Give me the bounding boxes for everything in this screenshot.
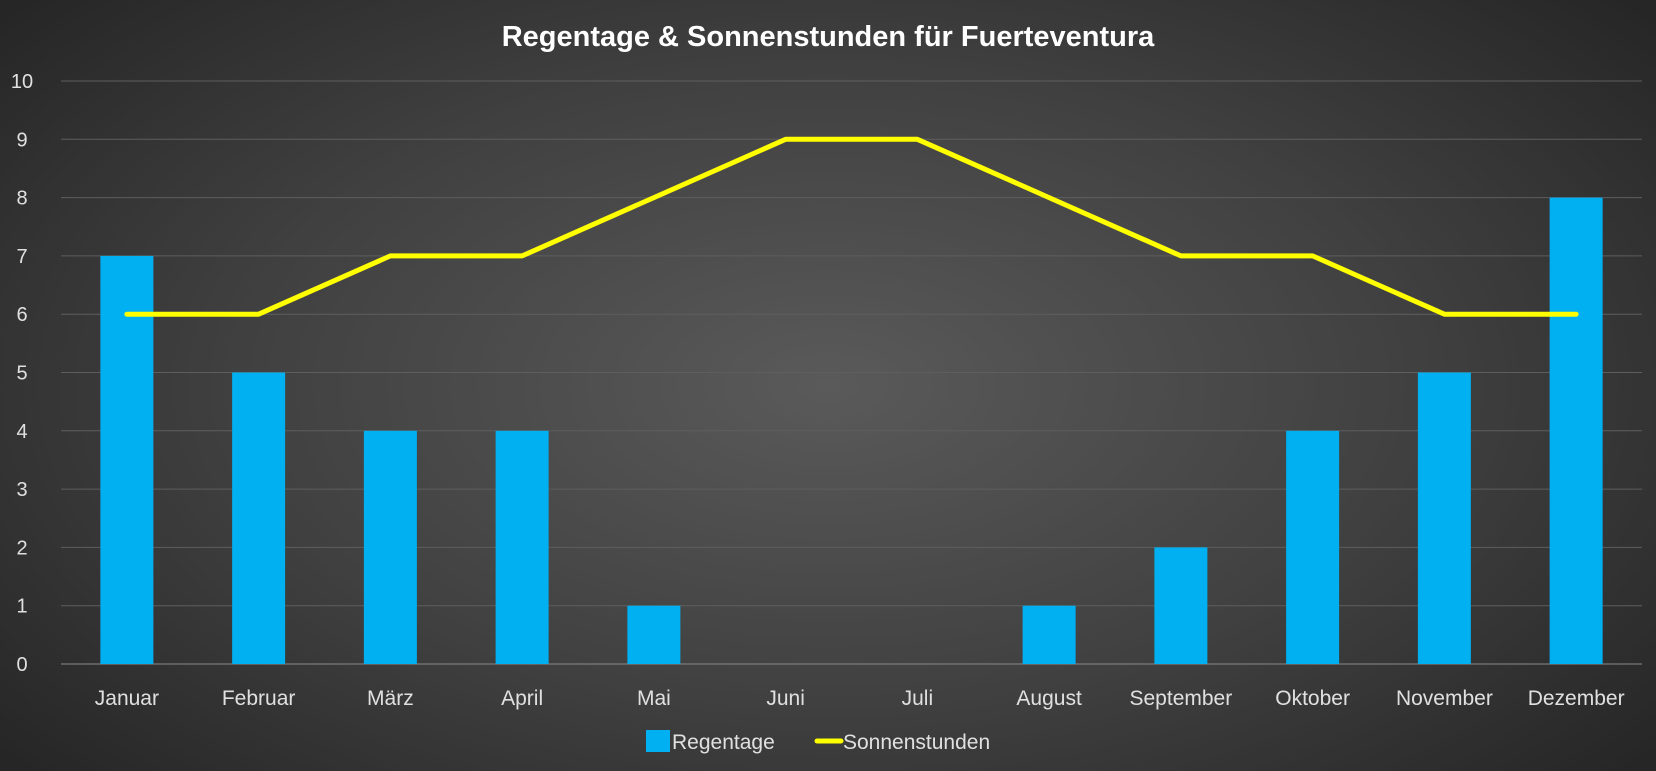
bar-regentage	[232, 372, 286, 664]
y-tick-label: 2	[16, 537, 27, 559]
x-tick-label: Dezember	[1528, 687, 1625, 710]
y-tick-label: 5	[16, 363, 27, 385]
x-tick-label: Juli	[902, 687, 934, 710]
x-tick-label: April	[501, 687, 543, 710]
legend-label-regentage: Regentage	[672, 731, 775, 754]
bar-regentage	[1417, 372, 1471, 664]
y-tick-label: 10	[11, 71, 33, 93]
bar-regentage	[1154, 547, 1208, 664]
bar-regentage	[363, 430, 417, 664]
y-tick-label: 0	[16, 654, 27, 676]
y-tick-label: 9	[16, 129, 27, 151]
y-tick-label: 3	[16, 479, 27, 501]
bar-regentage	[1549, 197, 1603, 664]
legend-swatch-regentage	[646, 730, 670, 752]
bar-regentage	[1022, 605, 1076, 664]
x-tick-label: September	[1130, 687, 1233, 710]
y-tick-label: 8	[16, 188, 27, 210]
x-tick-label: November	[1396, 687, 1493, 710]
bar-regentage	[495, 430, 549, 664]
x-tick-label: Juni	[766, 687, 805, 710]
line-sonnenstunden	[124, 136, 1579, 317]
bar-regentage	[627, 605, 681, 664]
x-tick-label: Februar	[222, 687, 296, 710]
bar-regentage	[1286, 430, 1340, 664]
chart-title: Regentage & Sonnenstunden für Fuertevent…	[502, 21, 1155, 53]
bar-regentage	[100, 255, 154, 664]
y-tick-label: 7	[16, 246, 27, 268]
x-tick-label: Mai	[637, 687, 671, 710]
y-tick-label: 1	[16, 596, 27, 618]
x-tick-label: Oktober	[1275, 687, 1350, 710]
x-tick-label: März	[367, 687, 414, 710]
y-tick-label: 4	[16, 421, 27, 443]
y-tick-label: 6	[16, 304, 27, 326]
legend-label-sonnenstunden: Sonnenstunden	[843, 731, 990, 754]
x-tick-label: Januar	[95, 687, 159, 710]
x-tick-label: August	[1016, 687, 1082, 710]
